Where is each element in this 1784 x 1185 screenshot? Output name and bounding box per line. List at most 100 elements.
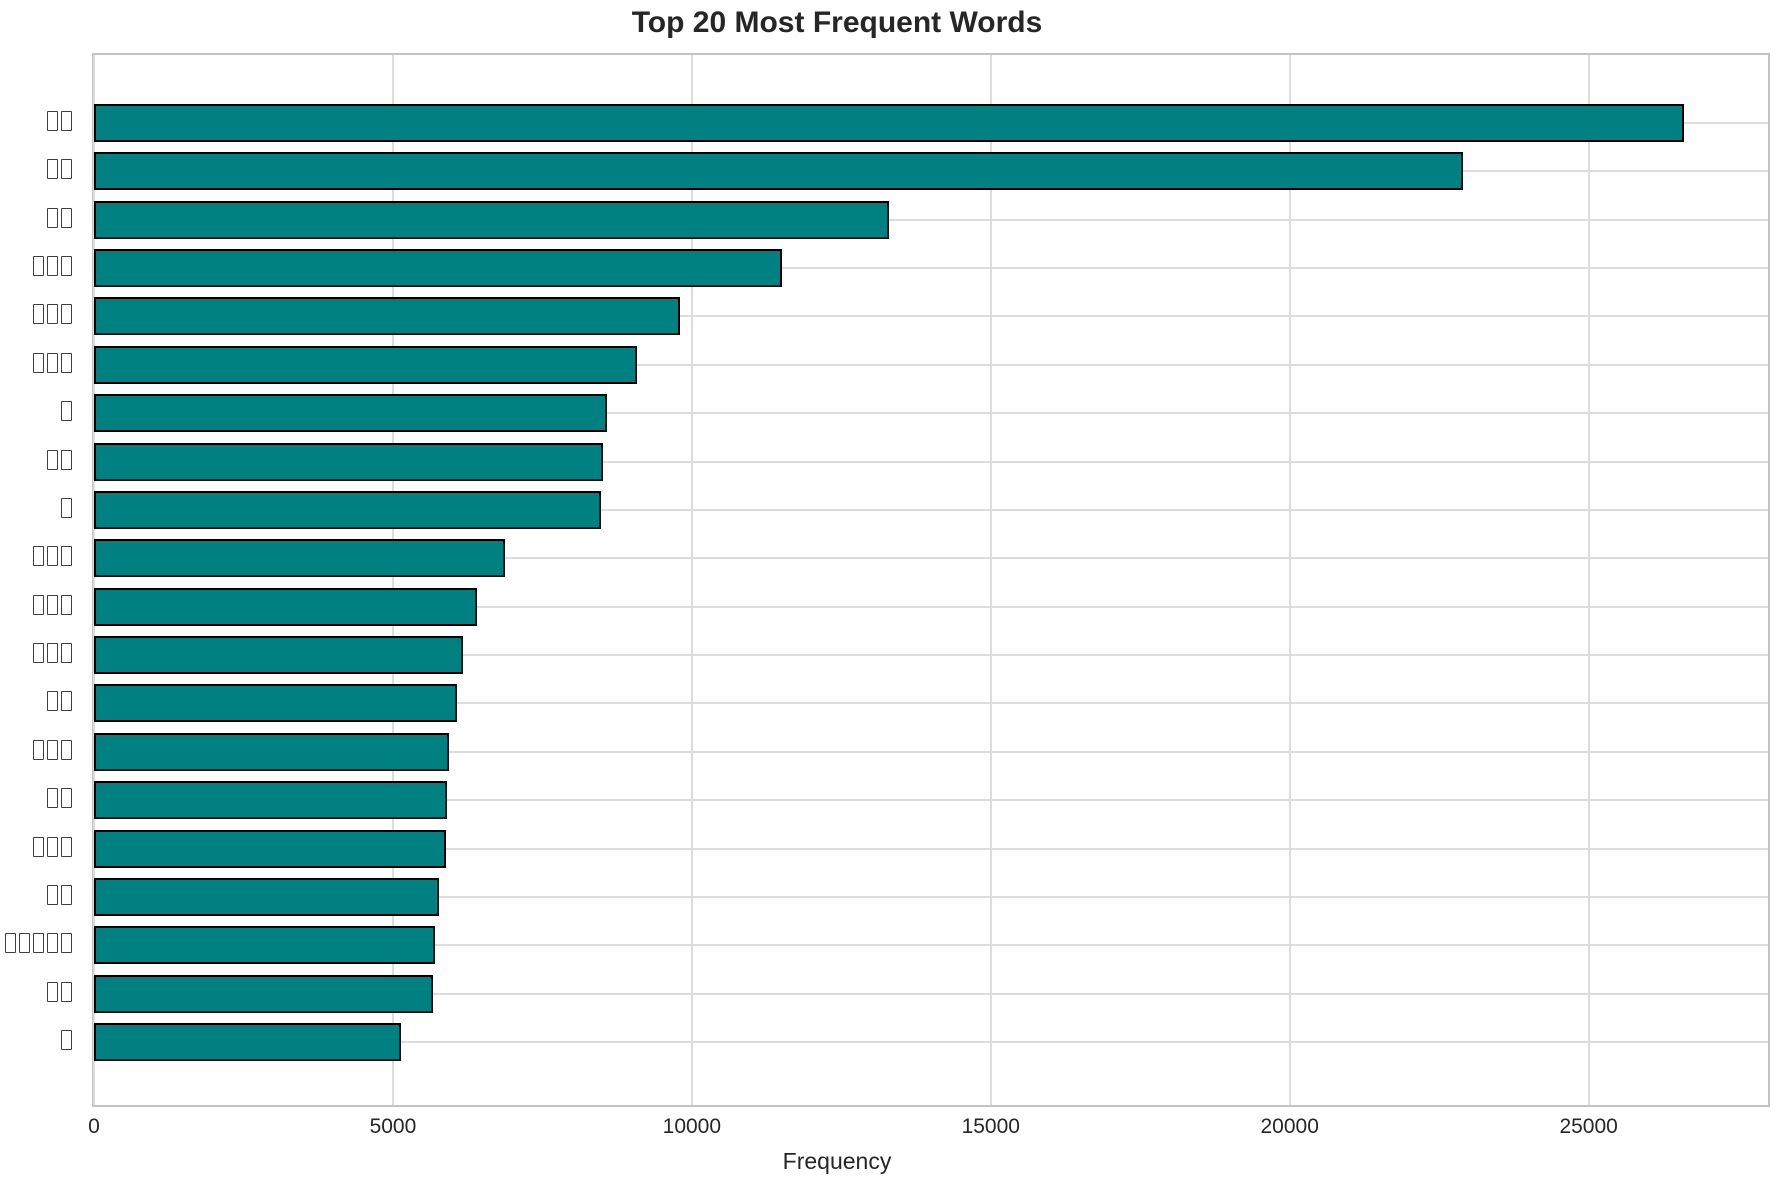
bar <box>94 636 463 675</box>
y-tick-label <box>47 979 72 1005</box>
gridline-horizontal <box>94 605 1768 608</box>
x-tick-label: 0 <box>88 1115 100 1138</box>
missing-glyph-box <box>47 304 58 325</box>
missing-glyph-box <box>61 933 72 954</box>
y-tick-label <box>33 301 72 327</box>
bar <box>94 152 1463 191</box>
missing-glyph-box <box>5 933 16 954</box>
bar <box>94 926 435 965</box>
bar <box>94 732 449 771</box>
missing-glyph-box <box>47 643 58 664</box>
missing-glyph-box <box>47 449 58 470</box>
missing-glyph-box <box>33 256 44 277</box>
missing-glyph-box <box>33 643 44 664</box>
missing-glyph-box <box>33 546 44 567</box>
gridline-horizontal <box>94 847 1768 850</box>
missing-glyph-box <box>61 643 72 664</box>
missing-glyph-box <box>61 111 72 131</box>
y-tick-label <box>47 688 72 714</box>
gridline-vertical <box>391 55 394 1105</box>
bar <box>94 297 680 336</box>
gridline-horizontal <box>94 944 1768 947</box>
missing-glyph-box <box>47 111 58 131</box>
y-tick-label <box>61 398 72 424</box>
bar <box>94 200 889 239</box>
missing-glyph-box <box>61 546 72 567</box>
gridline-vertical <box>690 55 693 1105</box>
y-tick-label <box>47 447 72 473</box>
missing-glyph-box <box>61 981 72 1002</box>
gridline-horizontal <box>94 1041 1768 1043</box>
missing-glyph-box <box>47 207 58 228</box>
bar <box>94 829 446 868</box>
missing-glyph-box <box>47 594 58 615</box>
missing-glyph-box <box>47 788 58 809</box>
missing-glyph-box <box>61 352 72 373</box>
bar <box>94 1023 401 1061</box>
missing-glyph-box <box>61 207 72 228</box>
gridline-horizontal <box>94 750 1768 753</box>
missing-glyph-box <box>61 401 72 422</box>
y-tick-label <box>33 253 72 279</box>
missing-glyph-box <box>47 546 58 567</box>
missing-glyph-box <box>47 933 58 954</box>
missing-glyph-box <box>47 981 58 1002</box>
bar <box>94 104 1684 142</box>
x-tick-label: 15000 <box>961 1115 1020 1138</box>
bar <box>94 781 447 820</box>
missing-glyph-box <box>33 933 44 954</box>
y-tick-label <box>47 205 72 231</box>
missing-glyph-box <box>47 739 58 760</box>
missing-glyph-box <box>47 256 58 277</box>
missing-glyph-box <box>47 836 58 857</box>
missing-glyph-box <box>47 352 58 373</box>
missing-glyph-box <box>33 352 44 373</box>
y-tick-label <box>33 640 72 666</box>
missing-glyph-box <box>47 691 58 712</box>
gridline-horizontal <box>94 508 1768 511</box>
y-tick-label <box>47 882 72 908</box>
y-tick-label <box>5 930 72 956</box>
missing-glyph-box <box>33 304 44 325</box>
y-tick-label <box>33 834 72 860</box>
x-tick-label: 20000 <box>1260 1115 1319 1138</box>
y-tick-label <box>47 785 72 811</box>
y-tick-label <box>47 156 72 182</box>
bar <box>94 345 637 384</box>
gridline-horizontal <box>94 702 1768 705</box>
bar <box>94 490 601 529</box>
missing-glyph-box <box>61 884 72 905</box>
gridline-vertical <box>1288 55 1291 1105</box>
gridline-horizontal <box>94 557 1768 560</box>
missing-glyph-box <box>61 497 72 518</box>
gridline-vertical <box>989 55 992 1105</box>
missing-glyph-box <box>61 739 72 760</box>
missing-glyph-box <box>47 159 58 180</box>
y-tick-label <box>61 495 72 521</box>
missing-glyph-box <box>61 159 72 180</box>
gridline-horizontal <box>94 895 1768 898</box>
x-tick-label: 10000 <box>662 1115 722 1138</box>
gridline-horizontal <box>94 218 1768 221</box>
gridline-vertical <box>93 55 95 1105</box>
gridline-vertical <box>1587 55 1590 1105</box>
bar <box>94 877 439 916</box>
bar <box>94 539 505 578</box>
y-tick-label <box>33 737 72 763</box>
bar <box>94 587 477 626</box>
missing-glyph-box <box>61 256 72 277</box>
y-tick-label <box>33 543 72 569</box>
gridline-horizontal <box>94 654 1768 657</box>
bar <box>94 394 607 433</box>
missing-glyph-box <box>61 594 72 615</box>
missing-glyph-box <box>47 884 58 905</box>
bar <box>94 442 603 481</box>
gridline-horizontal <box>94 992 1768 995</box>
y-axis-tick-labels <box>0 53 84 1107</box>
missing-glyph-box <box>61 788 72 809</box>
chart-title: Top 20 Most Frequent Words <box>631 6 1043 39</box>
gridline-horizontal <box>94 412 1768 415</box>
gridline-horizontal <box>94 315 1768 318</box>
